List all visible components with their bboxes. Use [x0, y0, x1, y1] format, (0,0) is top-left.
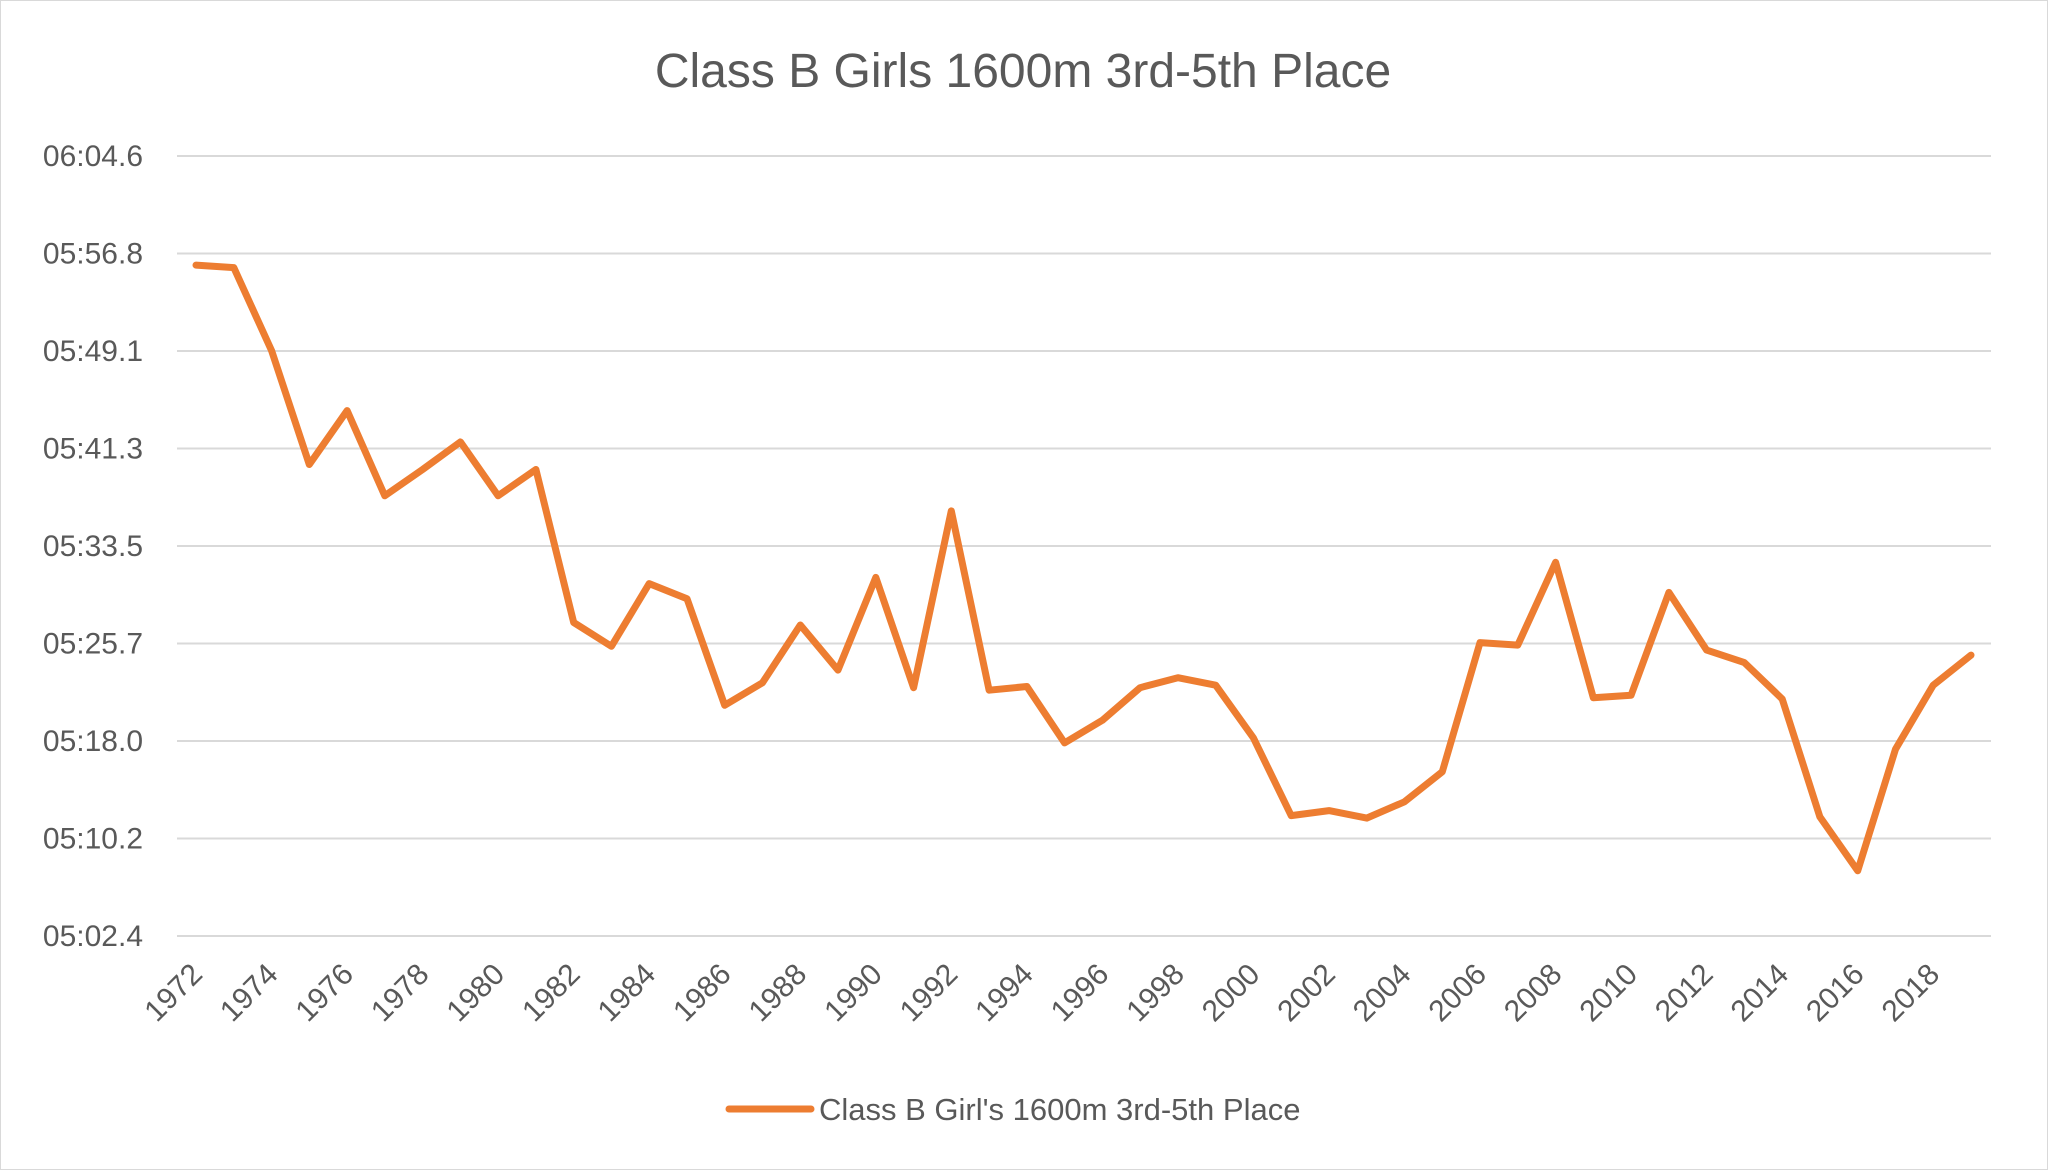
y-tick-label: 05:02.4 [43, 920, 143, 953]
y-tick-label: 05:56.8 [43, 238, 143, 271]
x-tick-label: 2002 [1271, 958, 1342, 1029]
x-tick-label: 1980 [441, 958, 512, 1029]
x-tick-label: 2008 [1498, 958, 1569, 1029]
x-tick-label: 1996 [1045, 958, 1116, 1029]
x-tick-label: 2000 [1196, 958, 1267, 1029]
x-tick-label: 1986 [667, 958, 738, 1029]
series-line [192, 261, 1975, 875]
x-tick-label: 2012 [1649, 958, 1720, 1029]
legend-label: Class B Girl's 1600m 3rd-5th Place [819, 1092, 1300, 1127]
y-axis-tick-labels: 06:04.6 05:56.8 05:49.1 05:41.3 05:33.5 05:25… [43, 140, 143, 953]
y-tick-label: 05:49.1 [43, 335, 143, 368]
x-tick-label: 2016 [1800, 958, 1871, 1029]
series-layer [192, 261, 1975, 875]
x-tick-label: 1990 [818, 958, 889, 1029]
x-tick-label: 1992 [894, 958, 965, 1029]
legend: Class B Girl's 1600m 3rd-5th Place [725, 1092, 1300, 1127]
x-tick-label: 1976 [289, 958, 360, 1029]
y-tick-label: 06:04.6 [43, 140, 143, 173]
y-tick-label: 05:18.0 [43, 725, 143, 758]
y-tick-label: 05:41.3 [43, 433, 143, 466]
x-tick-label: 2014 [1725, 958, 1796, 1029]
x-tick-label: 2006 [1422, 958, 1493, 1029]
x-tick-label: 2010 [1574, 958, 1645, 1029]
x-tick-label: 1994 [969, 958, 1040, 1029]
gridlines [177, 155, 1991, 937]
x-tick-label: 1988 [743, 958, 814, 1029]
x-tick-label: 2018 [1876, 958, 1947, 1029]
x-tick-label: 1998 [1120, 958, 1191, 1029]
x-tick-label: 1974 [214, 958, 285, 1029]
x-tick-label: 2004 [1347, 958, 1418, 1029]
y-tick-label: 05:33.5 [43, 530, 143, 563]
x-tick-label: 1984 [592, 958, 663, 1029]
y-tick-label: 05:25.7 [43, 628, 143, 661]
x-tick-label: 1982 [516, 958, 587, 1029]
x-axis-tick-labels: 1972 1974 1976 1978 1980 1982 1984 1986 1988 1990… [138, 958, 1946, 1029]
x-tick-label: 1972 [138, 958, 209, 1029]
y-tick-label: 05:10.2 [43, 823, 143, 856]
x-tick-label: 1978 [365, 958, 436, 1029]
chart-title: Class B Girls 1600m 3rd-5th Place [655, 45, 1391, 98]
